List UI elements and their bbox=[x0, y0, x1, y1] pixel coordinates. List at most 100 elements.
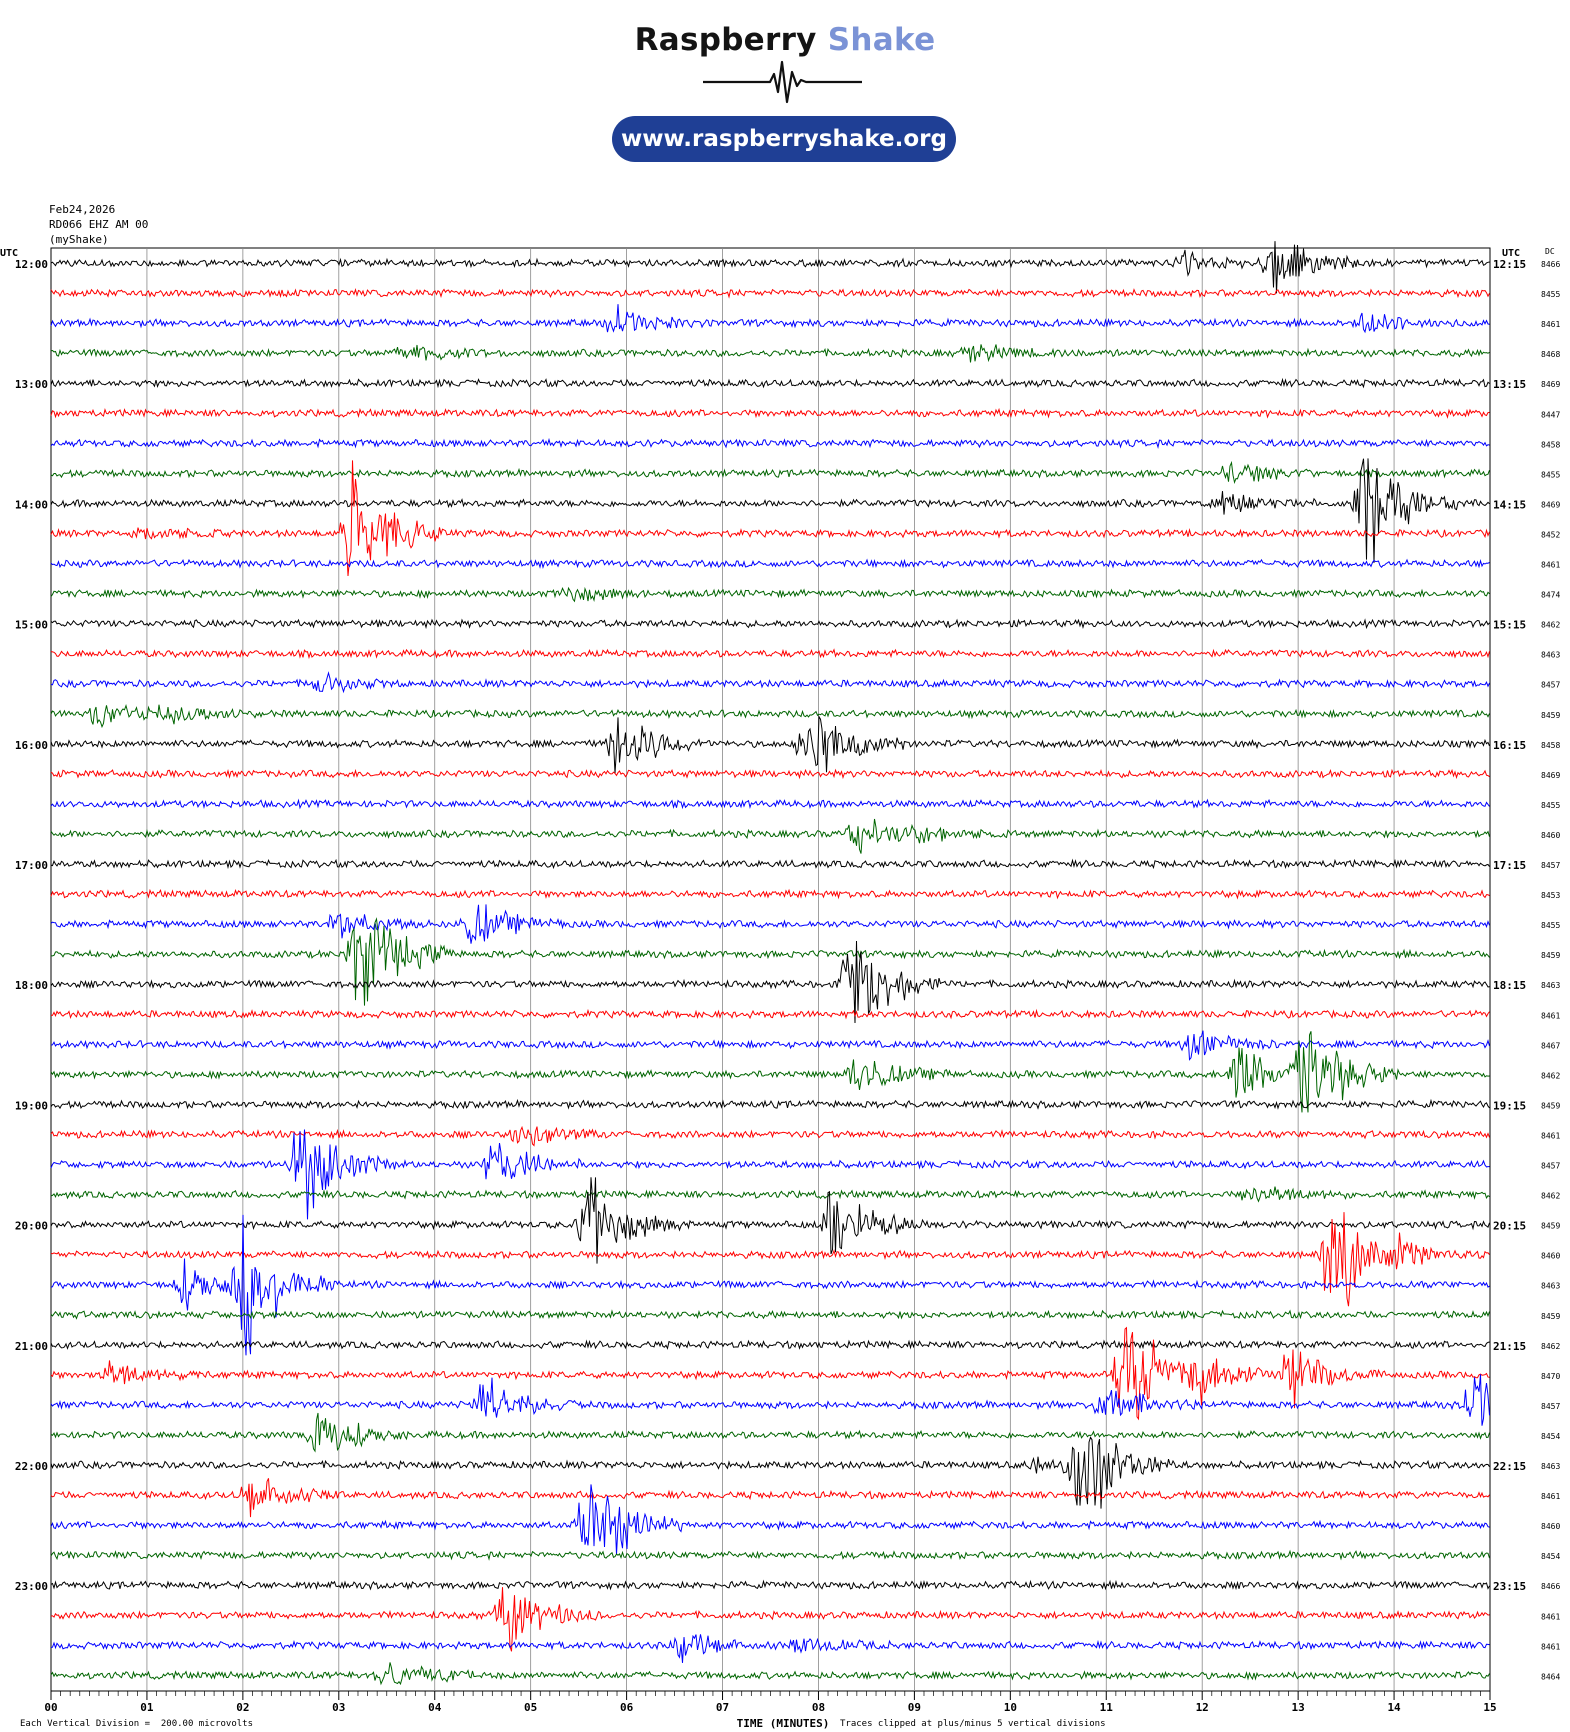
seismic-trace bbox=[50, 1125, 1490, 1147]
seismic-trace bbox=[50, 586, 1490, 603]
dc-offset-label: 8461 bbox=[1541, 561, 1560, 570]
label-layer: 00 01 02 03 04 05 06 07 08 09 10 11 12 13 14 15 8466 8455… bbox=[0, 247, 1560, 1730]
left-axis-title: UTC bbox=[0, 248, 18, 259]
seismic-trace bbox=[50, 1326, 1490, 1421]
dc-offset-label: 8455 bbox=[1541, 801, 1560, 810]
dc-offset-label: 8462 bbox=[1541, 1342, 1560, 1351]
seismic-trace bbox=[50, 1177, 1490, 1264]
right-hour-label: 17:15 bbox=[1493, 859, 1526, 872]
right-hour-label: 13:15 bbox=[1493, 378, 1526, 391]
dc-offset-label: 8463 bbox=[1541, 1462, 1560, 1471]
dc-offset-label: 8458 bbox=[1541, 741, 1560, 750]
seismic-trace bbox=[50, 1587, 1490, 1652]
right-hour-label: 22:15 bbox=[1493, 1460, 1526, 1473]
left-hour-label: 13:00 bbox=[15, 378, 48, 391]
dc-offset-label: 8457 bbox=[1541, 681, 1560, 690]
seismic-trace bbox=[50, 1339, 1490, 1350]
x-tick-label: 12 bbox=[1196, 1701, 1209, 1714]
dc-offset-label: 8463 bbox=[1541, 1282, 1560, 1291]
seismic-trace bbox=[50, 1436, 1490, 1509]
right-hour-label: 21:15 bbox=[1493, 1340, 1526, 1353]
left-hour-label: 17:00 bbox=[15, 859, 48, 872]
dc-offset-label: 8466 bbox=[1541, 260, 1560, 269]
x-tick-label: 13 bbox=[1292, 1701, 1305, 1714]
dc-offset-label: 8452 bbox=[1541, 530, 1560, 539]
plot-frame bbox=[50, 247, 1491, 1692]
seismic-trace bbox=[50, 558, 1490, 569]
dc-offset-label: 8455 bbox=[1541, 290, 1560, 299]
dc-offset-label: 8458 bbox=[1541, 440, 1560, 449]
right-hour-label: 23:15 bbox=[1493, 1580, 1526, 1593]
x-tick-label: 07 bbox=[716, 1701, 729, 1714]
dc-offset-label: 8459 bbox=[1541, 951, 1560, 960]
dc-offset-label: 8460 bbox=[1541, 1522, 1560, 1531]
station-label: RD066 EHZ AM 00 bbox=[49, 218, 149, 231]
x-tick-label: 08 bbox=[812, 1701, 825, 1714]
left-hour-label: 16:00 bbox=[15, 739, 48, 752]
left-hour-label: 18:00 bbox=[15, 979, 48, 992]
seismic-trace bbox=[50, 1412, 1490, 1453]
seismic-trace bbox=[51, 917, 1490, 1006]
dc-offset-label: 8470 bbox=[1541, 1372, 1560, 1381]
seismic-trace bbox=[50, 1374, 1490, 1426]
seismic-trace bbox=[50, 1008, 1490, 1020]
dc-offset-label: 8447 bbox=[1541, 410, 1560, 419]
dc-offset-label: 8467 bbox=[1541, 1041, 1560, 1050]
seismic-trace bbox=[50, 671, 1490, 694]
dc-offset-label: 8461 bbox=[1541, 1612, 1560, 1621]
seismic-trace bbox=[50, 1579, 1490, 1591]
seismic-trace bbox=[50, 287, 1490, 299]
x-tick-label: 15 bbox=[1483, 1701, 1496, 1714]
seismic-trace bbox=[50, 858, 1490, 870]
dc-offset-label: 8457 bbox=[1541, 1162, 1560, 1171]
x-tick-label: 03 bbox=[332, 1701, 345, 1714]
helicorder-chart: 00 01 02 03 04 05 06 07 08 09 10 11 12 13 14 15 8466 8455… bbox=[0, 241, 1560, 1730]
x-tick-label: 11 bbox=[1100, 1701, 1114, 1714]
dc-offset-label: 8459 bbox=[1541, 1312, 1560, 1321]
seismic-trace bbox=[50, 648, 1490, 660]
raspberry-shake-logo: Raspberry Shake www.raspberryshake.org bbox=[0, 0, 1570, 175]
dc-offset-label: 8469 bbox=[1541, 771, 1560, 780]
website-url-pill[interactable]: www.raspberryshake.org bbox=[612, 116, 956, 162]
dc-offset-label: 8459 bbox=[1541, 1101, 1560, 1110]
x-tick-label: 06 bbox=[620, 1701, 634, 1714]
seismic-trace bbox=[50, 768, 1490, 780]
right-axis-title: UTC bbox=[1502, 248, 1520, 259]
dc-offset-label: 8455 bbox=[1541, 921, 1560, 930]
dc-offset-label: 8464 bbox=[1541, 1672, 1560, 1681]
left-hour-label: 12:00 bbox=[15, 258, 48, 271]
clip-note: Traces clipped at plus/minus 5 vertical … bbox=[840, 1719, 1106, 1729]
seismic-trace bbox=[50, 241, 1490, 294]
seismic-trace bbox=[50, 1030, 1490, 1061]
seismic-trace bbox=[50, 460, 1490, 485]
seismic-trace bbox=[50, 714, 1490, 774]
x-tick-label: 02 bbox=[236, 1701, 249, 1714]
dc-offset-label: 8466 bbox=[1541, 1582, 1560, 1591]
left-hour-label: 14:00 bbox=[15, 498, 48, 511]
dc-offset-label: 8461 bbox=[1541, 320, 1560, 329]
dc-offset-label: 8454 bbox=[1541, 1552, 1560, 1561]
dc-offset-label: 8462 bbox=[1541, 621, 1560, 630]
dc-offset-label: 8461 bbox=[1541, 1131, 1560, 1140]
seismic-trace bbox=[50, 1129, 1490, 1220]
brand-name: Raspberry Shake bbox=[0, 22, 1570, 58]
seismic-trace bbox=[50, 1214, 1490, 1356]
dc-offset-label: 8463 bbox=[1541, 651, 1560, 660]
seismic-trace bbox=[50, 377, 1490, 389]
scale-note: Each Vertical Division = 200.00 microvol… bbox=[20, 1719, 253, 1729]
seismic-trace bbox=[50, 344, 1490, 363]
seismic-trace bbox=[50, 1662, 1490, 1686]
right-hour-label: 19:15 bbox=[1493, 1099, 1526, 1112]
seismic-trace bbox=[50, 888, 1490, 900]
right-hour-label: 14:15 bbox=[1493, 498, 1526, 511]
seismic-trace bbox=[50, 458, 1490, 563]
left-hour-label: 15:00 bbox=[15, 619, 48, 632]
dc-offset-label: 8461 bbox=[1541, 1011, 1560, 1020]
dc-offset-label: 8453 bbox=[1541, 891, 1560, 900]
x-tick-label: 14 bbox=[1387, 1701, 1401, 1714]
seismic-trace bbox=[50, 1031, 1490, 1113]
dc-offset-label: 8469 bbox=[1541, 380, 1560, 389]
x-tick-label: 04 bbox=[428, 1701, 442, 1714]
x-axis-title: TIME (MINUTES) bbox=[737, 1717, 830, 1730]
seismic-trace bbox=[50, 940, 1490, 1024]
